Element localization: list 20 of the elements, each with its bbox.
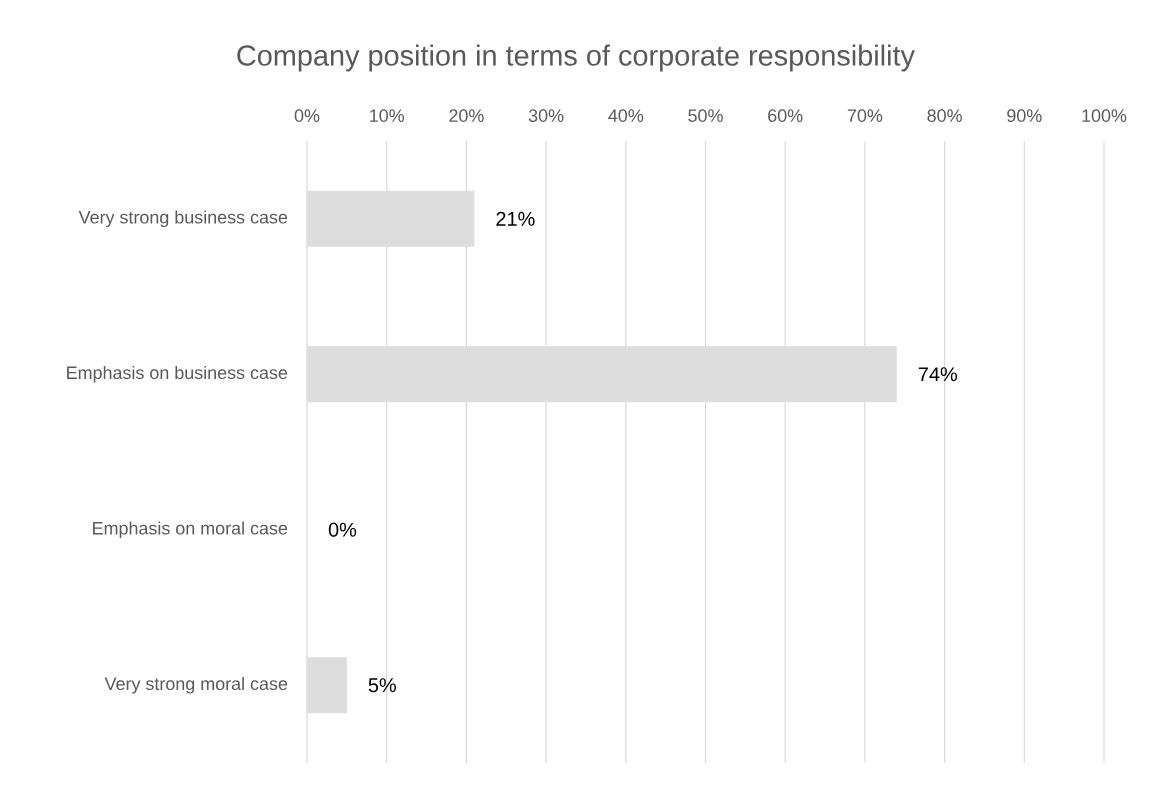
x-tick-label: 20% [449,109,484,122]
x-tick-label: 10% [370,109,405,122]
data-label: 74% [918,367,958,382]
y-tick-label: Emphasis on business case [67,365,288,383]
x-tick-label: 80% [927,109,962,122]
y-tick-label: Very strong business case [78,210,288,228]
x-tick-label: 100% [1082,109,1127,122]
x-tick-label: 0% [294,109,320,122]
x-tick-label: 50% [688,109,723,122]
x-tick-label: 70% [847,109,883,122]
data-label: 5% [368,678,396,693]
x-tick-label: 90% [1007,109,1042,122]
x-tick-label: 30% [528,109,564,122]
x-tick-label: 40% [608,109,644,122]
data-label: 21% [496,211,535,226]
data-label: 0% [328,522,357,537]
chart-title: Company position in terms of corporate responsibility [237,44,915,72]
y-tick-label: Very strong moral case [104,676,288,694]
x-tick-label: 60% [768,109,803,122]
y-tick-label: Emphasis on moral case [93,521,288,539]
